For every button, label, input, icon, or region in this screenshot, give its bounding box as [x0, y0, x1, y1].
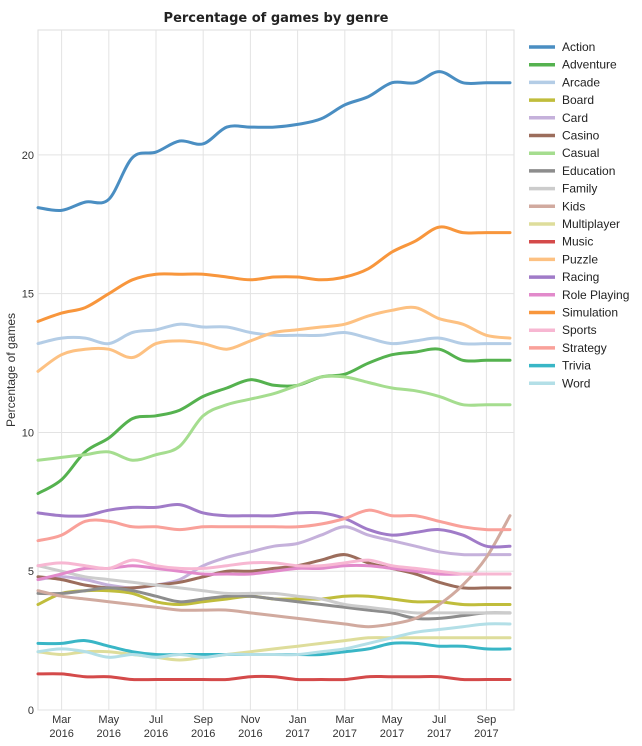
x-tick-month: Nov: [241, 714, 261, 726]
plot-background: [37, 29, 515, 711]
x-tick-month: May: [382, 714, 403, 726]
legend-label: Sports: [562, 323, 597, 337]
series-line-music: [36, 672, 512, 682]
series-line-strategy: [36, 508, 512, 543]
legend-label: Kids: [562, 199, 585, 213]
legend-label: Action: [562, 40, 595, 54]
legend-label: Word: [562, 376, 590, 390]
legend-label: Board: [562, 93, 594, 107]
series-line-sports: [36, 558, 512, 576]
series-line-puzzle: [36, 305, 512, 373]
legend-label: Racing: [562, 270, 599, 284]
legend-label: Role Playing: [562, 288, 629, 302]
x-tick-month: Jan: [289, 714, 307, 726]
y-tick-label: 5: [28, 566, 34, 578]
x-tick-year: 2016: [49, 728, 73, 740]
x-tick-year: 2017: [427, 728, 451, 740]
legend-label: Trivia: [562, 359, 591, 373]
x-tick-year: 2017: [333, 728, 357, 740]
x-tick-month: May: [98, 714, 119, 726]
series-line-adventure: [36, 347, 512, 495]
legend-label: Simulation: [562, 306, 618, 320]
x-tick-month: Mar: [335, 714, 354, 726]
y-tick-label: 15: [22, 289, 34, 301]
chart-title: Percentage of games by genre: [164, 11, 389, 26]
x-tick-year: 2016: [238, 728, 262, 740]
x-tick-year: 2016: [97, 728, 121, 740]
y-axis-label: Percentage of games: [4, 313, 18, 427]
y-tick-label: 0: [28, 705, 34, 717]
x-tick-year: 2017: [474, 728, 498, 740]
series-lines: [36, 70, 512, 682]
y-tick-label: 10: [22, 427, 34, 439]
legend-label: Adventure: [562, 58, 617, 72]
x-tick-month: Sep: [193, 714, 213, 726]
x-tick-year: 2016: [144, 728, 168, 740]
grid: [38, 30, 514, 711]
series-line-kids: [36, 514, 512, 629]
x-tick-month: Sep: [477, 714, 497, 726]
series-line-action: [36, 70, 512, 213]
legend-label: Card: [562, 111, 588, 125]
legend-label: Casual: [562, 146, 599, 160]
y-axis-ticks: 0 5 10 15 20: [22, 150, 34, 717]
legend-label: Education: [562, 164, 615, 178]
legend-label: Multiplayer: [562, 217, 620, 231]
legend: Action Adventure Arcade Board Card Casino Casu…: [529, 40, 629, 390]
legend-label: Music: [562, 235, 593, 249]
series-line-arcade: [36, 322, 512, 346]
x-tick-month: Mar: [52, 714, 71, 726]
legend-label: Strategy: [562, 341, 607, 355]
series-line-racing: [36, 502, 512, 549]
series-line-multiplayer: [36, 636, 512, 662]
legend-label: Puzzle: [562, 252, 598, 266]
x-tick-month: Jul: [432, 714, 446, 726]
series-line-card: [36, 525, 512, 590]
x-tick-year: 2017: [380, 728, 404, 740]
x-tick-month: Jul: [149, 714, 163, 726]
x-tick-year: 2016: [191, 728, 215, 740]
y-tick-label: 20: [22, 150, 34, 162]
series-line-word: [36, 622, 512, 659]
x-tick-year: 2017: [285, 728, 309, 740]
x-axis-ticks: Mar 2016 May 2016 Jul 2016 Sep 2016 Nov 2016 Jan 20…: [49, 714, 498, 740]
series-line-casual: [36, 374, 512, 462]
series-line-simulation: [36, 225, 512, 323]
legend-label: Family: [562, 182, 597, 196]
legend-label: Casino: [562, 129, 600, 143]
legend-label: Arcade: [562, 75, 600, 89]
series-line-family: [36, 564, 512, 615]
series-line-education: [36, 586, 512, 621]
